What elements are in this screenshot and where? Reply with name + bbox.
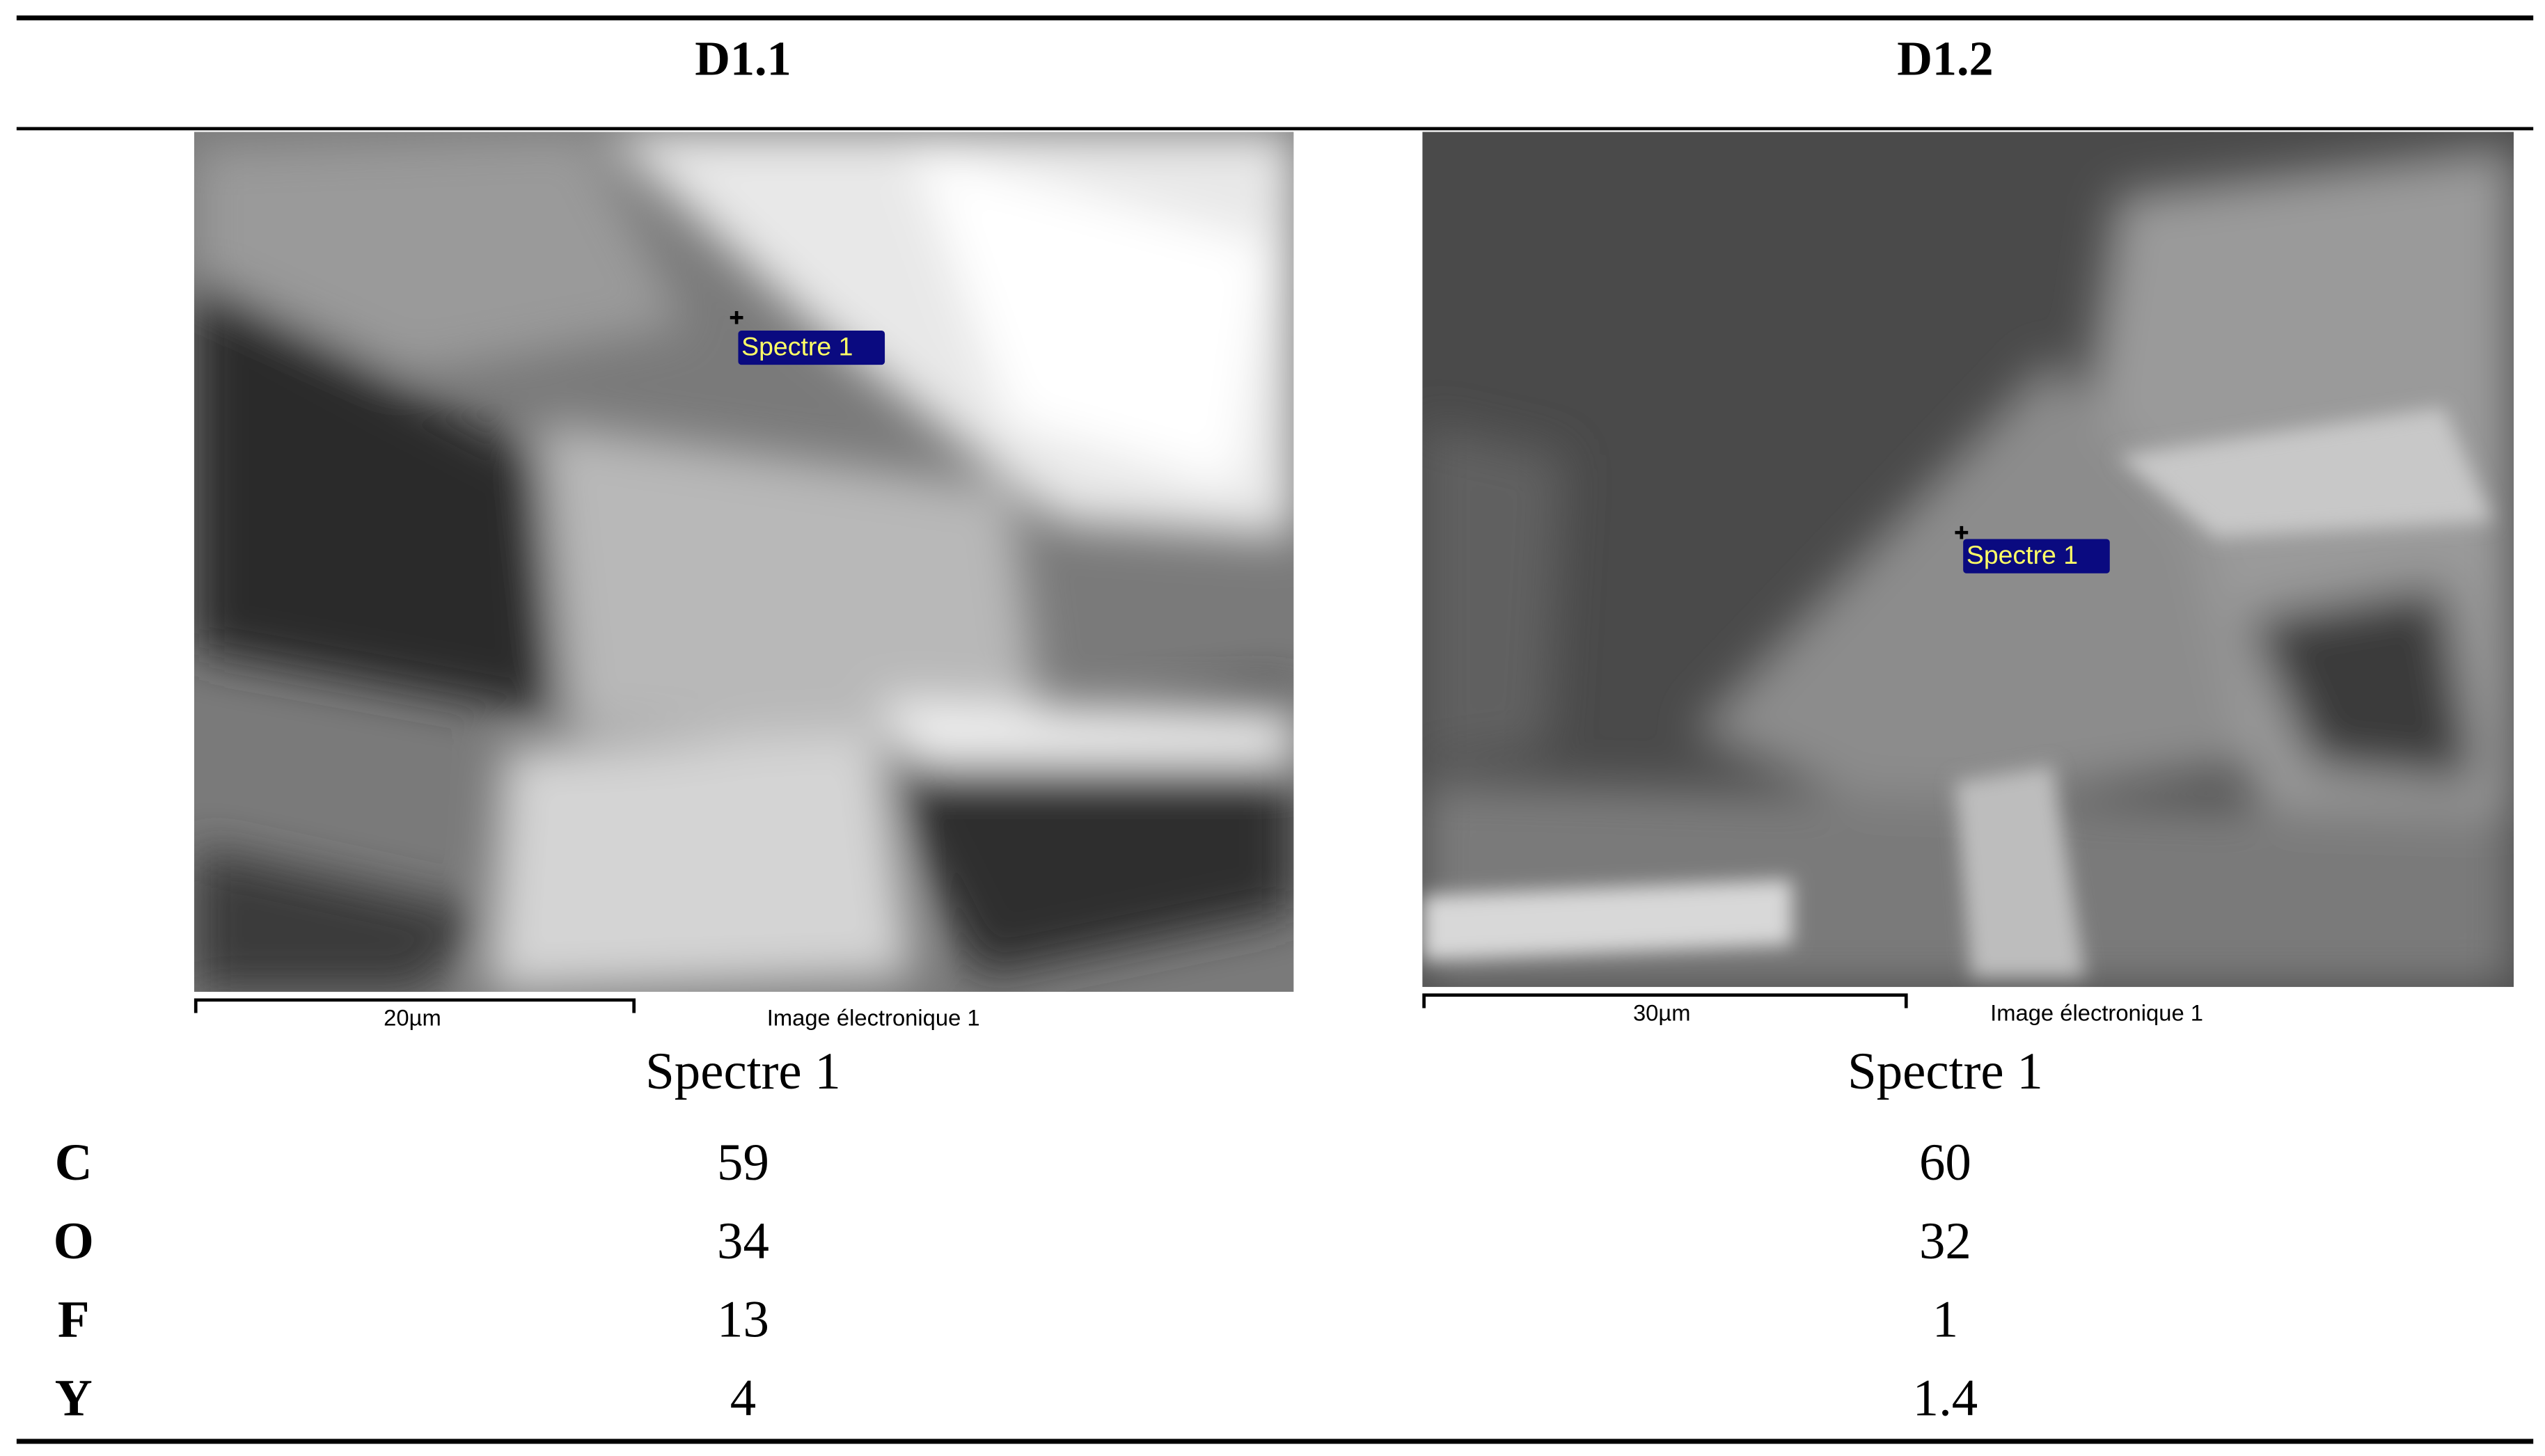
- scale-bar: [194, 998, 636, 1013]
- element-label: O: [54, 1212, 94, 1270]
- marker-cross: [730, 310, 743, 324]
- cell-value: 13: [717, 1291, 769, 1349]
- column-header: D1.2: [1897, 31, 1993, 86]
- marker-box: [738, 331, 885, 365]
- column-header: D1.1: [695, 31, 791, 86]
- scale-label: 30µm: [1633, 1000, 1691, 1026]
- cell-value: 1.4: [1913, 1369, 1978, 1427]
- scale-label: 20µm: [384, 1005, 441, 1031]
- element-label: Y: [55, 1369, 93, 1427]
- marker-label: Spectre 1: [1967, 540, 2078, 569]
- cell-value: 59: [717, 1134, 769, 1192]
- spectrum-label: Spectre 1: [1847, 1043, 2043, 1100]
- marker-cross: [1955, 525, 1969, 539]
- cell-value: 60: [1919, 1134, 1971, 1192]
- sem-image: [194, 132, 1294, 992]
- image-caption: Image électronique 1: [767, 1005, 980, 1031]
- spectrum-label: Spectre 1: [645, 1043, 841, 1100]
- cell-value: 34: [717, 1212, 769, 1270]
- element-label: C: [55, 1134, 93, 1192]
- marker-label: Spectre 1: [741, 332, 853, 361]
- marker-box: [1963, 539, 2110, 573]
- scale-bar: [1422, 993, 1908, 1008]
- cell-value: 4: [730, 1369, 756, 1427]
- table-body: C 59 60 O 34 32 F 13 1 Y 4 1.4: [54, 1134, 1978, 1427]
- cell-value: 32: [1919, 1212, 1971, 1270]
- element-label: F: [58, 1291, 90, 1349]
- image-caption: Image électronique 1: [1990, 1000, 2203, 1026]
- cell-value: 1: [1932, 1291, 1958, 1349]
